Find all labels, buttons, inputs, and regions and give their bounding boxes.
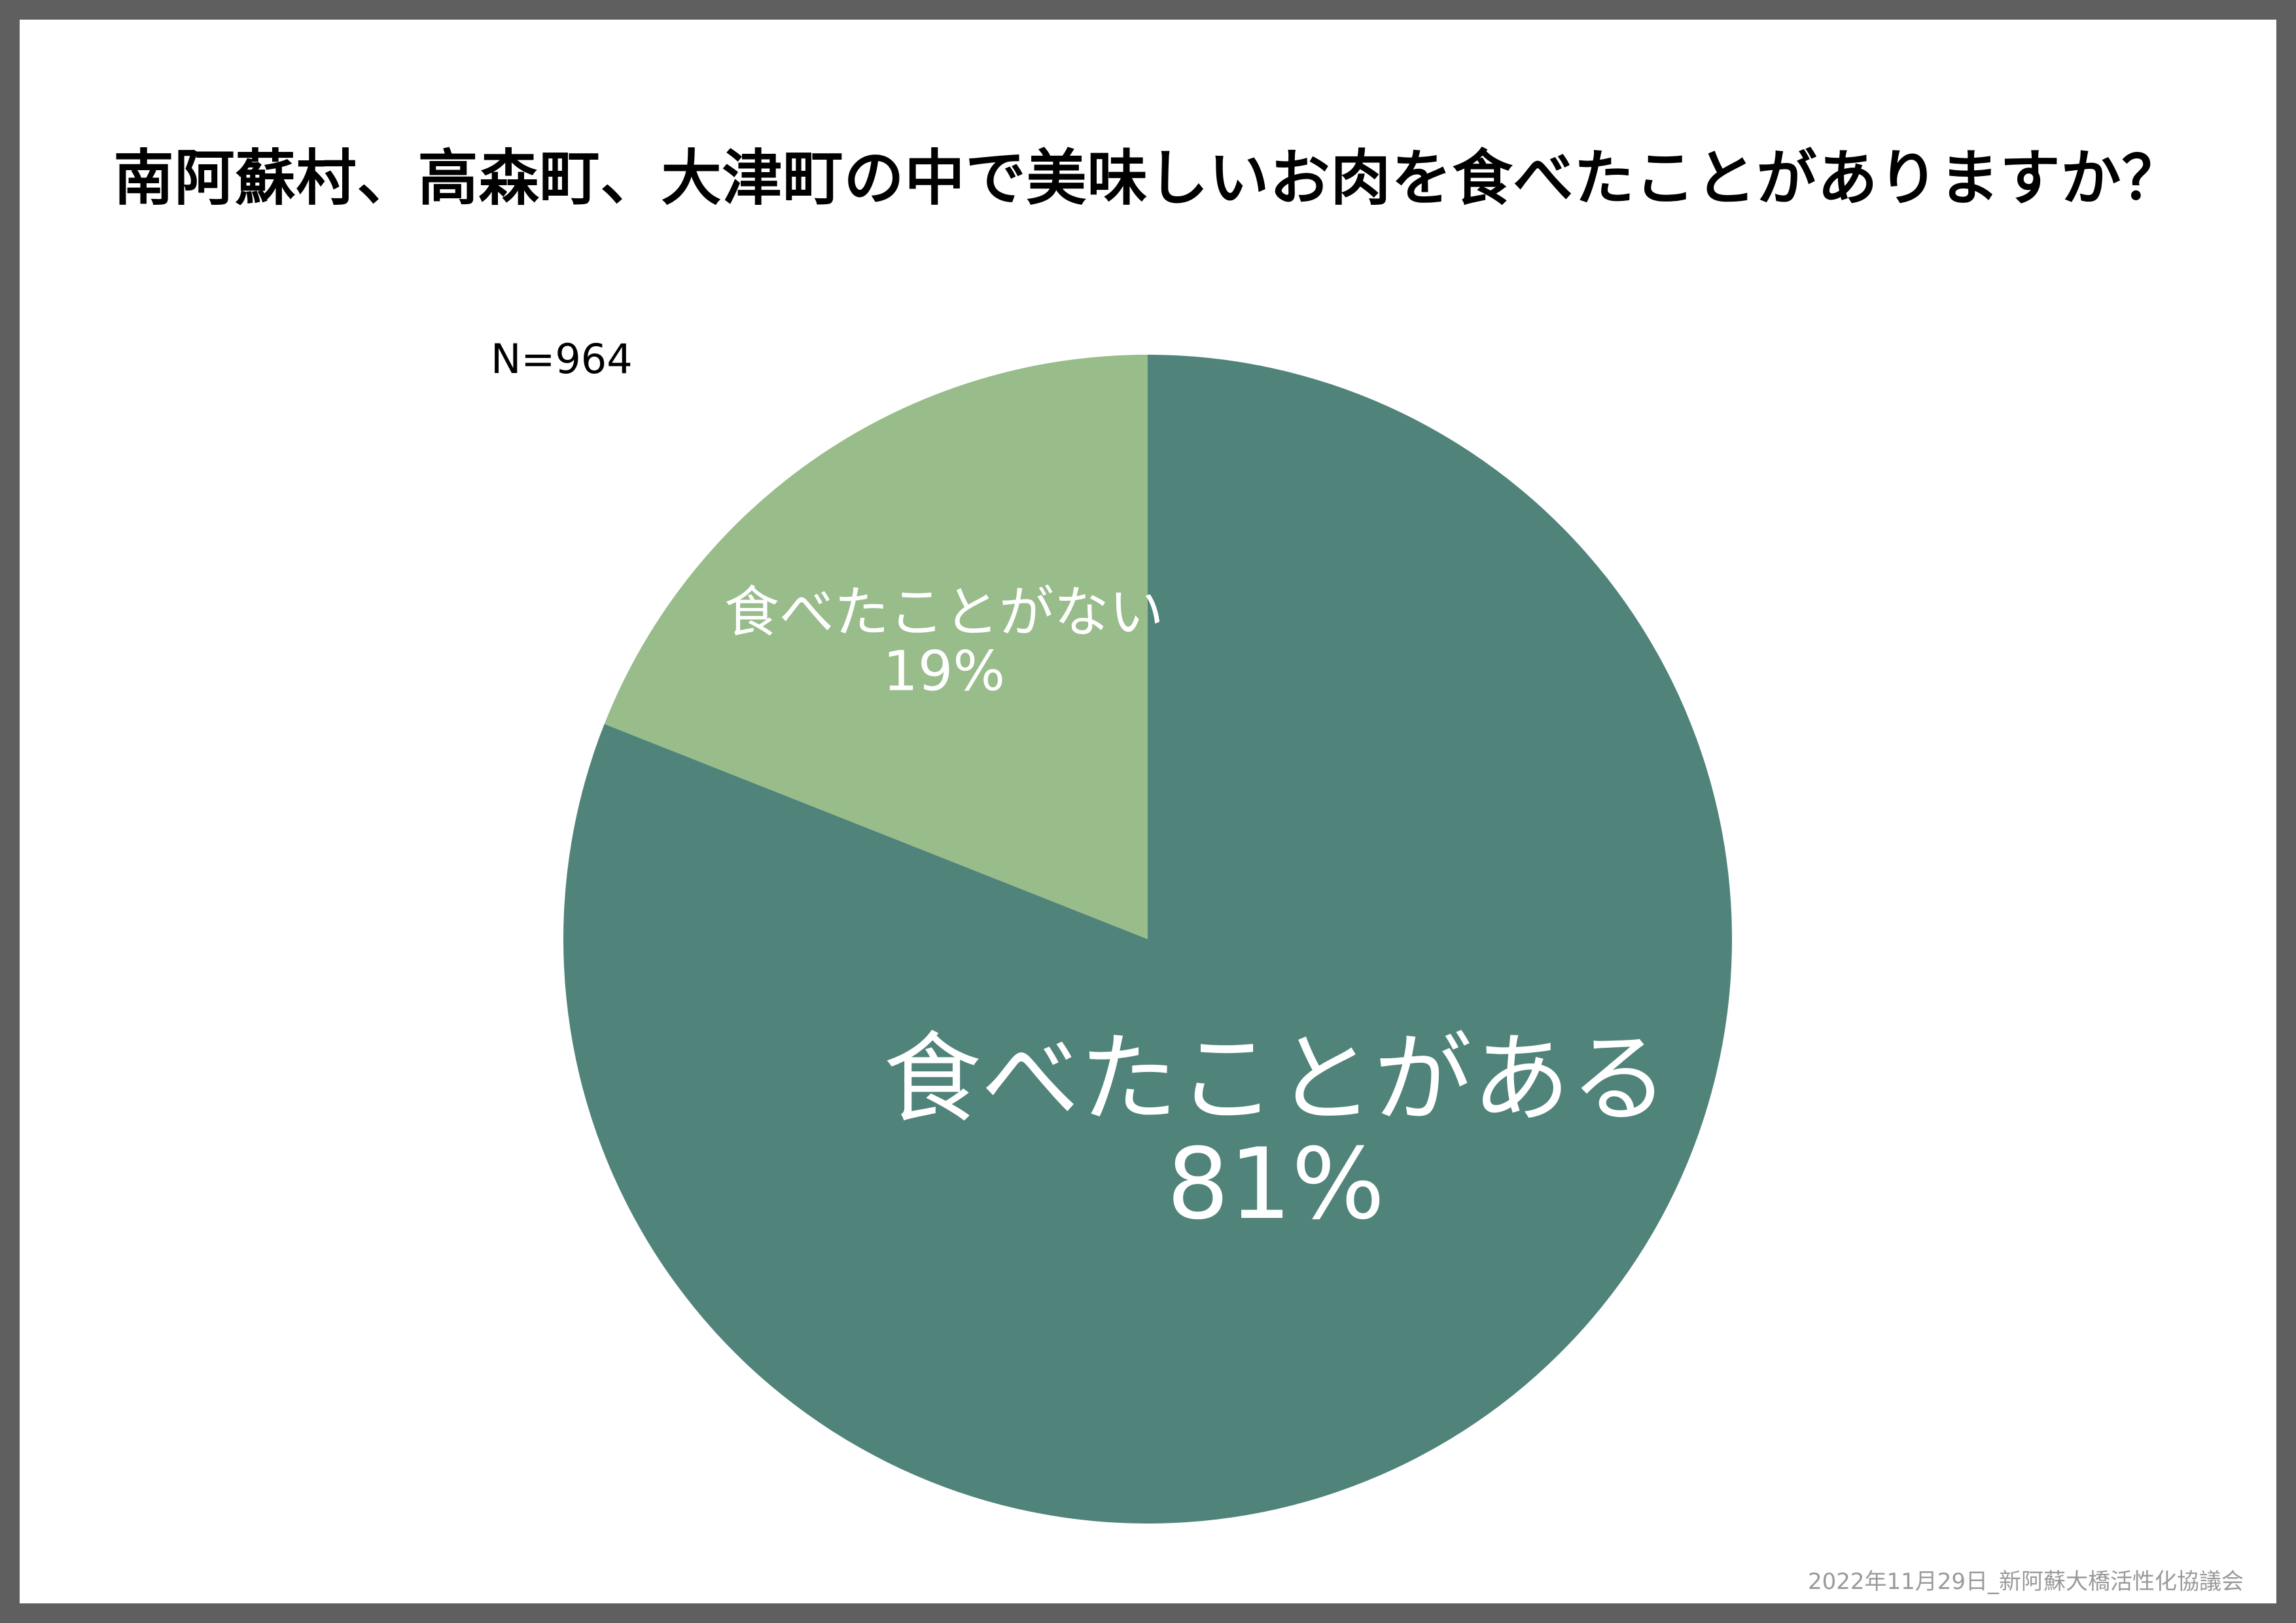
pie-slice-2: [604, 355, 1148, 939]
sample-size-label: N=964: [491, 335, 633, 383]
slice-value-label: 19%: [883, 639, 1005, 703]
footer-credit: 2022年11月29日_新阿蘇大橋活性化協議会: [1807, 1569, 2244, 1595]
slice-category-label: 食べたことがある: [883, 1023, 1669, 1137]
slice-value-label: 81%: [1167, 1128, 1385, 1241]
slice-category-label: 食べたことがない: [724, 580, 1164, 644]
chart-title: 南阿蘇村、高森町、大津町の中で美味しいお肉を食べたことがありますか？: [113, 143, 2183, 213]
slide: 南阿蘇村、高森町、大津町の中で美味しいお肉を食べたことがありますか？ N=964…: [20, 20, 2276, 1603]
pie-slice-1: [563, 355, 1733, 1524]
